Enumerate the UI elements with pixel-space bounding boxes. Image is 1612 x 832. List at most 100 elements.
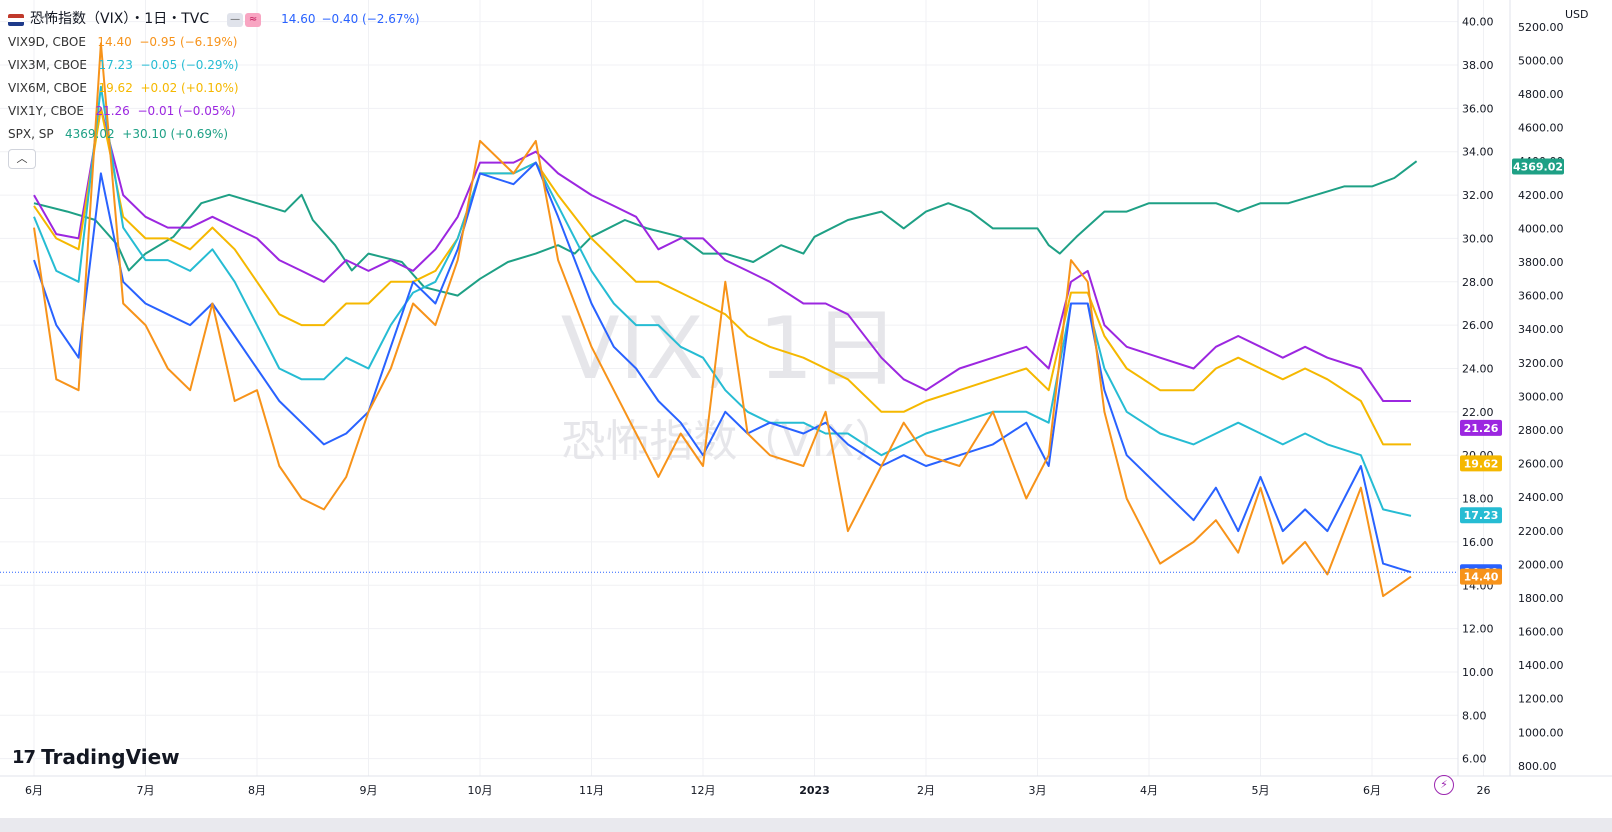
x-axis-tick-label: 2月 <box>917 784 935 797</box>
tradingview-mark-icon: 17 <box>12 746 36 768</box>
right-axis-tick-label: 3000.00 <box>1518 390 1564 403</box>
right-axis-tick-label: 2800.00 <box>1518 424 1564 437</box>
right-axis-tick-label: 1400.00 <box>1518 659 1564 672</box>
x-axis-tick-label: 10月 <box>468 784 493 797</box>
watermark-line2: 恐怖指数（VIX） <box>561 416 898 467</box>
currency-label[interactable]: USD <box>1565 8 1589 21</box>
right-axis-tick-label: 3200.00 <box>1518 357 1564 370</box>
legend-symbol: VIX9D, CBOE <box>8 35 86 49</box>
x-axis-tick-label: 8月 <box>248 784 266 797</box>
chevron-up-icon[interactable]: ︿ <box>8 149 36 169</box>
price-tag <box>1460 419 1502 436</box>
series-layer <box>0 42 1458 598</box>
legend-row-spx[interactable]: SPX, SP 4369.02 +30.10 (+0.69%) <box>8 123 420 146</box>
left-axis-tick-label: 34.00 <box>1462 146 1494 159</box>
minus-icon[interactable]: — <box>227 12 244 27</box>
left-axis-tick-label: 28.00 <box>1462 276 1494 289</box>
series-line <box>33 107 1411 446</box>
series-line <box>33 160 1418 297</box>
series-line <box>33 42 1412 598</box>
legend-panel: 恐怖指数（VIX）・1日・TVC — ≈ 14.60 −0.40 (−2.67%… <box>8 8 420 169</box>
left-axis-tick-label: 12.00 <box>1462 623 1494 636</box>
legend-value: 21.26 <box>95 104 130 118</box>
legend-value: 4369.02 <box>65 127 115 141</box>
legend-change: +0.02 (+0.10%) <box>140 81 239 95</box>
legend-value: 14.40 <box>97 35 132 49</box>
price-tag <box>1512 158 1564 175</box>
x-axis-tick-label: 6月 <box>1363 784 1381 797</box>
right-axis-tick-label: 4000.00 <box>1518 222 1564 235</box>
main-value: 14.60 <box>281 12 316 26</box>
left-axis-tick-label: 16.00 <box>1462 536 1494 549</box>
right-axis-tick-label: 2000.00 <box>1518 558 1564 571</box>
legend-change: −0.05 (−0.29%) <box>140 58 239 72</box>
x-axis-tick-label: 4月 <box>1140 784 1158 797</box>
x-axis-tick-label: 5月 <box>1252 784 1270 797</box>
left-axis-tick-label: 18.00 <box>1462 493 1494 506</box>
left-axis-tick-label: 10.00 <box>1462 666 1494 679</box>
x-axis-tick-label: 26 <box>1477 784 1491 797</box>
left-axis-tick-label: 38.00 <box>1462 59 1494 72</box>
x-axis-tick-label: 3月 <box>1029 784 1047 797</box>
price-tag <box>1460 507 1502 524</box>
x-axis-tick-label: 12月 <box>691 784 716 797</box>
lightning-icon[interactable]: ⚡ <box>1434 775 1454 795</box>
price-tag-label: 4369.02 <box>1513 160 1563 173</box>
right-axis-tick-label: 5000.00 <box>1518 54 1564 67</box>
right-axis-tick-label: 4600.00 <box>1518 122 1564 135</box>
right-axis-tick-label: 3800.00 <box>1518 256 1564 269</box>
price-tag <box>1460 455 1502 472</box>
right-axis-tick-label: 800.00 <box>1518 760 1557 773</box>
right-axis-tick-label: 2200.00 <box>1518 525 1564 538</box>
right-axis-tick-label: 2600.00 <box>1518 458 1564 471</box>
grid-layer <box>0 0 1484 776</box>
legend-symbol: VIX1Y, CBOE <box>8 104 84 118</box>
legend-change: +30.10 (+0.69%) <box>122 127 229 141</box>
right-axis-tick-label: 1800.00 <box>1518 592 1564 605</box>
left-axis-tick-label: 8.00 <box>1462 709 1487 722</box>
x-axis-tick-label: 6月 <box>25 784 43 797</box>
right-axis-tick-label: 3600.00 <box>1518 290 1564 303</box>
bottom-scrollbar[interactable] <box>0 818 1612 832</box>
price-tag <box>1460 568 1502 585</box>
axis-layer: 40.00 38.00 36.00 34.00 32.00 30.00 28.00 26.00… <box>0 0 1612 797</box>
x-axis-tick-label: 11月 <box>579 784 604 797</box>
logo-text: TradingView <box>41 745 180 769</box>
watermark: VIX, 1日 恐怖指数（VIX） <box>561 299 900 467</box>
wave-icon[interactable]: ≈ <box>245 12 262 27</box>
us-flag-icon <box>8 13 24 26</box>
left-axis-tick-label: 30.00 <box>1462 232 1494 245</box>
left-axis-tick-label: 22.00 <box>1462 406 1494 419</box>
right-axis-tick-label: 1600.00 <box>1518 626 1564 639</box>
legend-row-vix3m[interactable]: VIX3M, CBOE 17.23 −0.05 (−0.29%) <box>8 54 420 77</box>
left-axis-tick-label: 36.00 <box>1462 102 1494 115</box>
left-axis-tick-label: 24.00 <box>1462 362 1494 375</box>
series-line <box>33 161 1412 574</box>
right-axis-tick-label: 2400.00 <box>1518 491 1564 504</box>
legend-row-vix9d[interactable]: VIX9D, CBOE 14.40 −0.95 (−6.19%) <box>8 31 420 54</box>
main-change: −0.40 (−2.67%) <box>321 12 420 26</box>
x-axis-tick-label: 7月 <box>137 784 155 797</box>
main-title[interactable]: 恐怖指数（VIX）・1日・TVC <box>30 11 210 27</box>
series-line <box>33 107 1411 402</box>
right-axis-tick-label: 1000.00 <box>1518 726 1564 739</box>
right-axis-tick-label: 4800.00 <box>1518 88 1564 101</box>
legend-symbol: VIX3M, CBOE <box>8 58 88 72</box>
price-tag-label: 17.23 <box>1464 509 1499 522</box>
legend-row-vix1y[interactable]: VIX1Y, CBOE 21.26 −0.01 (−0.05%) <box>8 100 420 123</box>
legend-symbol: VIX6M, CBOE <box>8 81 88 95</box>
main-symbol-header[interactable]: 恐怖指数（VIX）・1日・TVC — ≈ 14.60 −0.40 (−2.67%… <box>8 8 420 31</box>
left-axis-tick-label: 6.00 <box>1462 753 1487 766</box>
legend-symbol: SPX, SP <box>8 127 54 141</box>
series-toggle[interactable]: — ≈ <box>227 12 262 27</box>
left-axis-tick-label: 26.00 <box>1462 319 1494 332</box>
tradingview-logo[interactable]: 17 TradingView <box>12 745 180 769</box>
left-axis-tick-label: 40.00 <box>1462 16 1494 29</box>
right-axis-tick-label: 3400.00 <box>1518 323 1564 336</box>
legend-change: −0.95 (−6.19%) <box>139 35 238 49</box>
right-axis-tick-label: 5200.00 <box>1518 21 1564 34</box>
legend-row-vix6m[interactable]: VIX6M, CBOE 19.62 +0.02 (+0.10%) <box>8 77 420 100</box>
